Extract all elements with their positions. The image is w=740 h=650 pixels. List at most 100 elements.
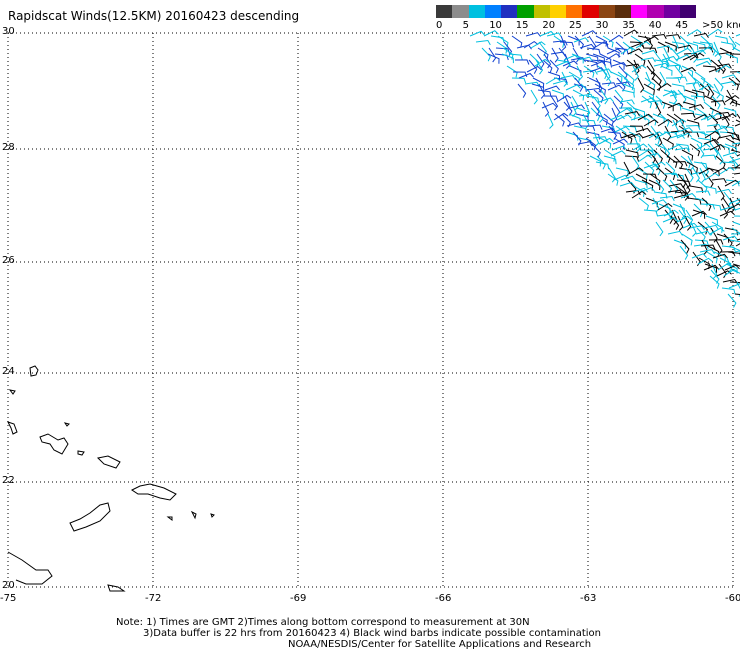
wind-barb [651,77,662,92]
scale-label: 0 [436,20,443,31]
island-small-3 [166,516,173,521]
island-small-5 [210,513,215,518]
wind-barb [734,83,740,85]
island-puerto-plata [131,483,177,501]
wind-barb [516,44,532,50]
wind-barb [541,102,557,109]
wind-barb [612,138,628,145]
latitude-label: 28 [2,142,15,153]
wind-barb [544,85,560,91]
wind-barb [648,95,659,109]
wind-barb [716,149,724,165]
scale-label: 10 [489,20,502,31]
island-small-4 [190,510,197,520]
wind-barb [528,59,538,74]
wind-barb [584,101,591,117]
wind-barb [673,155,684,170]
wind-barb [696,143,705,159]
wind-barb [721,203,729,219]
wind-barb [687,155,695,171]
scale-swatch [517,5,534,18]
wind-barb [604,149,616,162]
wind-barb [637,35,652,44]
scale-swatch [663,5,680,18]
wind-barb [734,250,740,253]
wind-barb [551,89,564,99]
wind-barb [670,215,680,230]
wind-barb [682,54,698,61]
wind-barb [665,77,681,83]
wind-barb [617,71,628,85]
wind-barb [711,263,718,279]
wind-barb [720,206,736,211]
wind-barb [538,83,546,99]
wind-barb [648,131,664,139]
wind-barb [703,101,714,115]
wind-barb [523,40,539,49]
wind-barb [722,151,738,157]
wind-barb [698,167,714,175]
wind-barb [560,74,576,80]
wind-barb [718,134,734,140]
wind-barb [710,143,719,159]
wind-barb [679,203,687,219]
wind-barb [662,53,670,69]
wind-barb [654,59,669,67]
latitude-label: 26 [2,255,15,266]
wind-barb [697,257,713,265]
wind-barb [612,101,621,117]
wind-barb [680,239,690,254]
wind-barb [699,83,710,97]
wind-barb [623,161,631,177]
wind-barb [719,257,732,269]
wind-barb [619,181,635,187]
wind-barb [656,131,663,147]
wind-barb [517,83,527,98]
wind-barb [547,113,554,129]
island-caicos [7,421,18,435]
wind-barb [717,59,726,75]
wind-barb [542,101,550,117]
wind-barb [559,41,575,48]
wind-barb [734,207,740,211]
wind-barb [693,243,709,249]
wind-barb [511,35,523,48]
wind-barb [705,173,714,189]
wind-barb [626,101,637,115]
scale-label: 40 [648,20,662,31]
wind-barb [542,59,553,73]
wind-barb [721,245,736,253]
wind-barb [680,112,696,119]
wind-barb [518,72,534,79]
wind-barb [656,213,672,220]
wind-barb [728,283,740,289]
wind-barb [650,161,666,169]
wind-barb [593,41,609,49]
wind-barb [565,131,579,141]
wind-barb [659,113,670,127]
wind-barb [614,126,630,133]
wind-barb [678,167,693,176]
wind-barb [715,64,731,73]
wind-barb [719,210,735,217]
wind-barb [635,127,651,133]
wind-barb [731,101,740,106]
wind-barb [692,209,706,219]
wind-barb [651,199,667,205]
wind-barb [643,35,659,43]
wind-barb [716,270,732,277]
wind-barb [701,154,717,160]
wind-barb [556,59,571,68]
wind-barb [577,141,593,147]
wind-barb [552,40,568,46]
wind-barb [703,264,719,271]
wind-barb [692,251,701,267]
wind-barb [701,197,712,211]
wind-barb [642,173,658,180]
wind-barb [530,41,546,49]
island-jamaica-tip [107,584,126,592]
wind-barb [590,61,606,67]
wind-barb [620,175,636,181]
scale-swatch [501,5,518,18]
wind-barb [641,49,657,55]
